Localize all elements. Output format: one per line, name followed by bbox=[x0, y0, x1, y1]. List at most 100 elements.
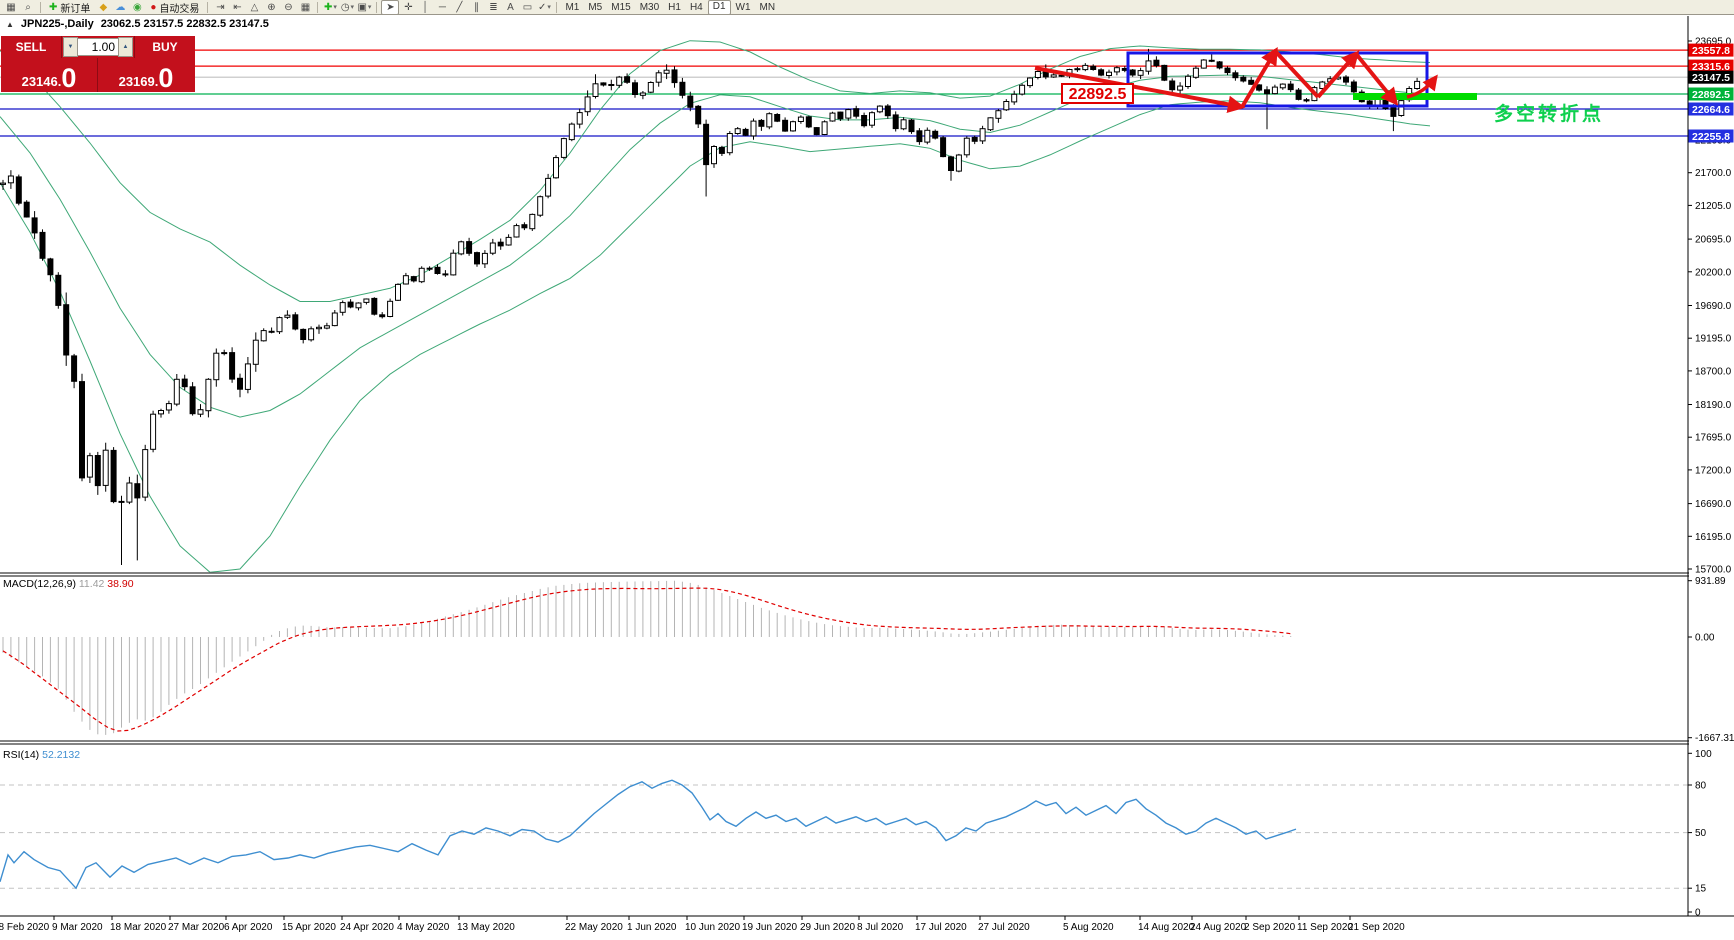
svg-text:20200.0: 20200.0 bbox=[1695, 267, 1732, 278]
sell-price-big: 0 bbox=[61, 63, 77, 93]
svg-text:931.89: 931.89 bbox=[1695, 576, 1726, 587]
rsi-label: RSI(14) 52.2132 bbox=[3, 749, 80, 761]
chart-shift-icon[interactable]: ⇤ bbox=[233, 1, 242, 13]
scale-icon[interactable]: △ bbox=[250, 1, 259, 13]
svg-text:23695.0: 23695.0 bbox=[1695, 37, 1732, 48]
svg-text:2 Sep 2020: 2 Sep 2020 bbox=[1244, 922, 1296, 933]
svg-text:15700.0: 15700.0 bbox=[1695, 565, 1732, 576]
periods-icon[interactable]: ◷ ▾ bbox=[340, 1, 355, 13]
svg-text:-1667.31: -1667.31 bbox=[1695, 733, 1734, 744]
svg-text:28 Feb 2020: 28 Feb 2020 bbox=[0, 922, 50, 933]
sell-button[interactable]: SELL bbox=[1, 36, 62, 58]
volume-increase-button[interactable]: ▲ bbox=[118, 37, 133, 57]
channel-icon[interactable]: ∥ bbox=[473, 1, 479, 13]
toolbar-separator bbox=[207, 1, 209, 13]
svg-text:23315.6: 23315.6 bbox=[1692, 61, 1730, 73]
buy-button[interactable]: BUY bbox=[134, 36, 195, 58]
volume-input[interactable] bbox=[78, 38, 118, 56]
tile-windows-icon[interactable]: ▦ bbox=[300, 1, 311, 13]
macd-panel bbox=[2, 580, 1294, 735]
chart-window-icon: ▲ bbox=[6, 19, 14, 29]
svg-text:17695.0: 17695.0 bbox=[1695, 433, 1732, 444]
label-icon[interactable]: ▭ bbox=[522, 1, 533, 13]
svg-text:13 May 2020: 13 May 2020 bbox=[457, 922, 515, 933]
volume-decrease-button[interactable]: ▼ bbox=[63, 37, 78, 57]
zoom-out-icon[interactable]: ⊖ bbox=[284, 1, 293, 13]
svg-text:0: 0 bbox=[1695, 908, 1701, 919]
svg-text:22892.5: 22892.5 bbox=[1069, 86, 1127, 103]
timeframe-h1[interactable]: H1 bbox=[668, 1, 681, 13]
svg-text:22255.8: 22255.8 bbox=[1692, 131, 1730, 143]
arrows-icon[interactable]: ✓ ▾ bbox=[537, 1, 551, 13]
buy-price[interactable]: 23169. 0 bbox=[98, 58, 194, 92]
volume-stepper: ▼ ▲ bbox=[62, 36, 134, 58]
main-toolbar: ▦ ⌕ ✚ 新订单 ◆ ☁ ◉ ● 自动交易 ⇥ ⇤ △ ⊕ ⊖ ▦ ✚ ▾ ◷ ▾ ▣ ▾ ➤ ✛ │ ─ ╱ ∥ ≣ A ▭ ✓ ▾ M1 M… bbox=[0, 0, 1734, 15]
timeframe-d1[interactable]: D1 bbox=[707, 0, 731, 15]
annotation-price-flag[interactable]: 22892.5 bbox=[1061, 83, 1134, 104]
zoom-in-icon[interactable]: ⊕ bbox=[267, 1, 276, 13]
svg-text:9 Mar 2020: 9 Mar 2020 bbox=[52, 922, 103, 933]
new-chart-icon[interactable]: ▦ bbox=[6, 1, 16, 13]
svg-text:17 Jul 2020: 17 Jul 2020 bbox=[915, 922, 967, 933]
text-icon[interactable]: A bbox=[507, 1, 514, 13]
svg-text:27 Mar 2020: 27 Mar 2020 bbox=[168, 922, 225, 933]
svg-text:23557.8: 23557.8 bbox=[1692, 45, 1730, 57]
svg-text:80: 80 bbox=[1695, 781, 1707, 792]
templates-icon[interactable]: ▣ ▾ bbox=[357, 1, 372, 13]
timeframe-m15[interactable]: M15 bbox=[611, 1, 631, 13]
new-order-button[interactable]: ✚ 新订单 bbox=[49, 1, 91, 15]
svg-text:17200.0: 17200.0 bbox=[1695, 465, 1732, 476]
toolbar-separator bbox=[40, 1, 41, 13]
community-icon[interactable]: ☁ bbox=[115, 1, 126, 13]
candles-layer bbox=[0, 48, 1421, 565]
macd-signal-value: 38.90 bbox=[107, 578, 134, 590]
level-lines bbox=[0, 49, 1688, 137]
autoscroll-icon[interactable]: ⇥ bbox=[216, 1, 225, 13]
hline-icon[interactable]: ─ bbox=[438, 1, 446, 13]
sell-price[interactable]: 23146. 0 bbox=[1, 58, 98, 92]
crosshair-icon[interactable]: ✛ bbox=[404, 1, 413, 13]
gold-icon[interactable]: ◆ bbox=[99, 1, 108, 13]
svg-text:8 Jul 2020: 8 Jul 2020 bbox=[857, 922, 904, 933]
svg-text:20695.0: 20695.0 bbox=[1695, 235, 1732, 246]
annotation-support-bar[interactable] bbox=[1353, 93, 1477, 100]
svg-text:22 May 2020: 22 May 2020 bbox=[565, 922, 623, 933]
annotation-zigzag-arrows[interactable] bbox=[1034, 46, 1438, 114]
svg-text:16690.0: 16690.0 bbox=[1695, 499, 1732, 510]
buy-price-small: 23169. bbox=[118, 74, 159, 89]
svg-text:10 Jun 2020: 10 Jun 2020 bbox=[685, 922, 740, 933]
one-click-trading-panel: SELL ▼ ▲ BUY 23146. 0 23169. 0 bbox=[1, 36, 195, 92]
vline-icon[interactable]: │ bbox=[422, 1, 429, 13]
timeframe-w1[interactable]: W1 bbox=[735, 1, 751, 13]
panel-dividers[interactable] bbox=[0, 572, 1734, 745]
profiles-icon[interactable]: ⌕ bbox=[25, 1, 31, 13]
macd-main-value: 11.42 bbox=[78, 578, 105, 590]
autotrading-button[interactable]: ● 自动交易 bbox=[150, 1, 200, 15]
rsi-panel bbox=[0, 779, 1688, 890]
svg-text:5 Aug 2020: 5 Aug 2020 bbox=[1063, 922, 1114, 933]
timeframe-m1[interactable]: M1 bbox=[565, 1, 580, 13]
svg-text:50: 50 bbox=[1695, 828, 1707, 839]
svg-text:24 Aug 2020: 24 Aug 2020 bbox=[1190, 922, 1247, 933]
indicators-icon[interactable]: ✚ ▾ bbox=[323, 1, 337, 13]
timeframe-mn[interactable]: MN bbox=[759, 1, 776, 13]
trendline-icon[interactable]: ╱ bbox=[456, 1, 463, 13]
timeframe-m30[interactable]: M30 bbox=[639, 1, 660, 13]
price-axis[interactable]: 23695.023200.022695.022195.021700.021205… bbox=[0, 16, 1734, 940]
toolbar-separator bbox=[317, 1, 319, 13]
rsi-name: RSI(14) bbox=[3, 749, 40, 761]
toolbar-separator bbox=[376, 1, 378, 13]
chart-symbol-period: JPN225-,Daily bbox=[20, 18, 94, 30]
timeframe-m5[interactable]: M5 bbox=[588, 1, 603, 13]
fibonacci-icon[interactable]: ≣ bbox=[489, 1, 498, 13]
timeframe-h4[interactable]: H4 bbox=[689, 1, 703, 13]
macd-name: MACD(12,26,9) bbox=[3, 578, 76, 590]
svg-text:22892.5: 22892.5 bbox=[1692, 89, 1730, 101]
signals-icon[interactable]: ◉ bbox=[133, 1, 142, 13]
cursor-icon[interactable]: ➤ bbox=[381, 0, 400, 15]
svg-text:19690.0: 19690.0 bbox=[1695, 301, 1732, 312]
chart-ohlc-values: 23062.5 23157.5 22832.5 23147.5 bbox=[100, 18, 269, 30]
